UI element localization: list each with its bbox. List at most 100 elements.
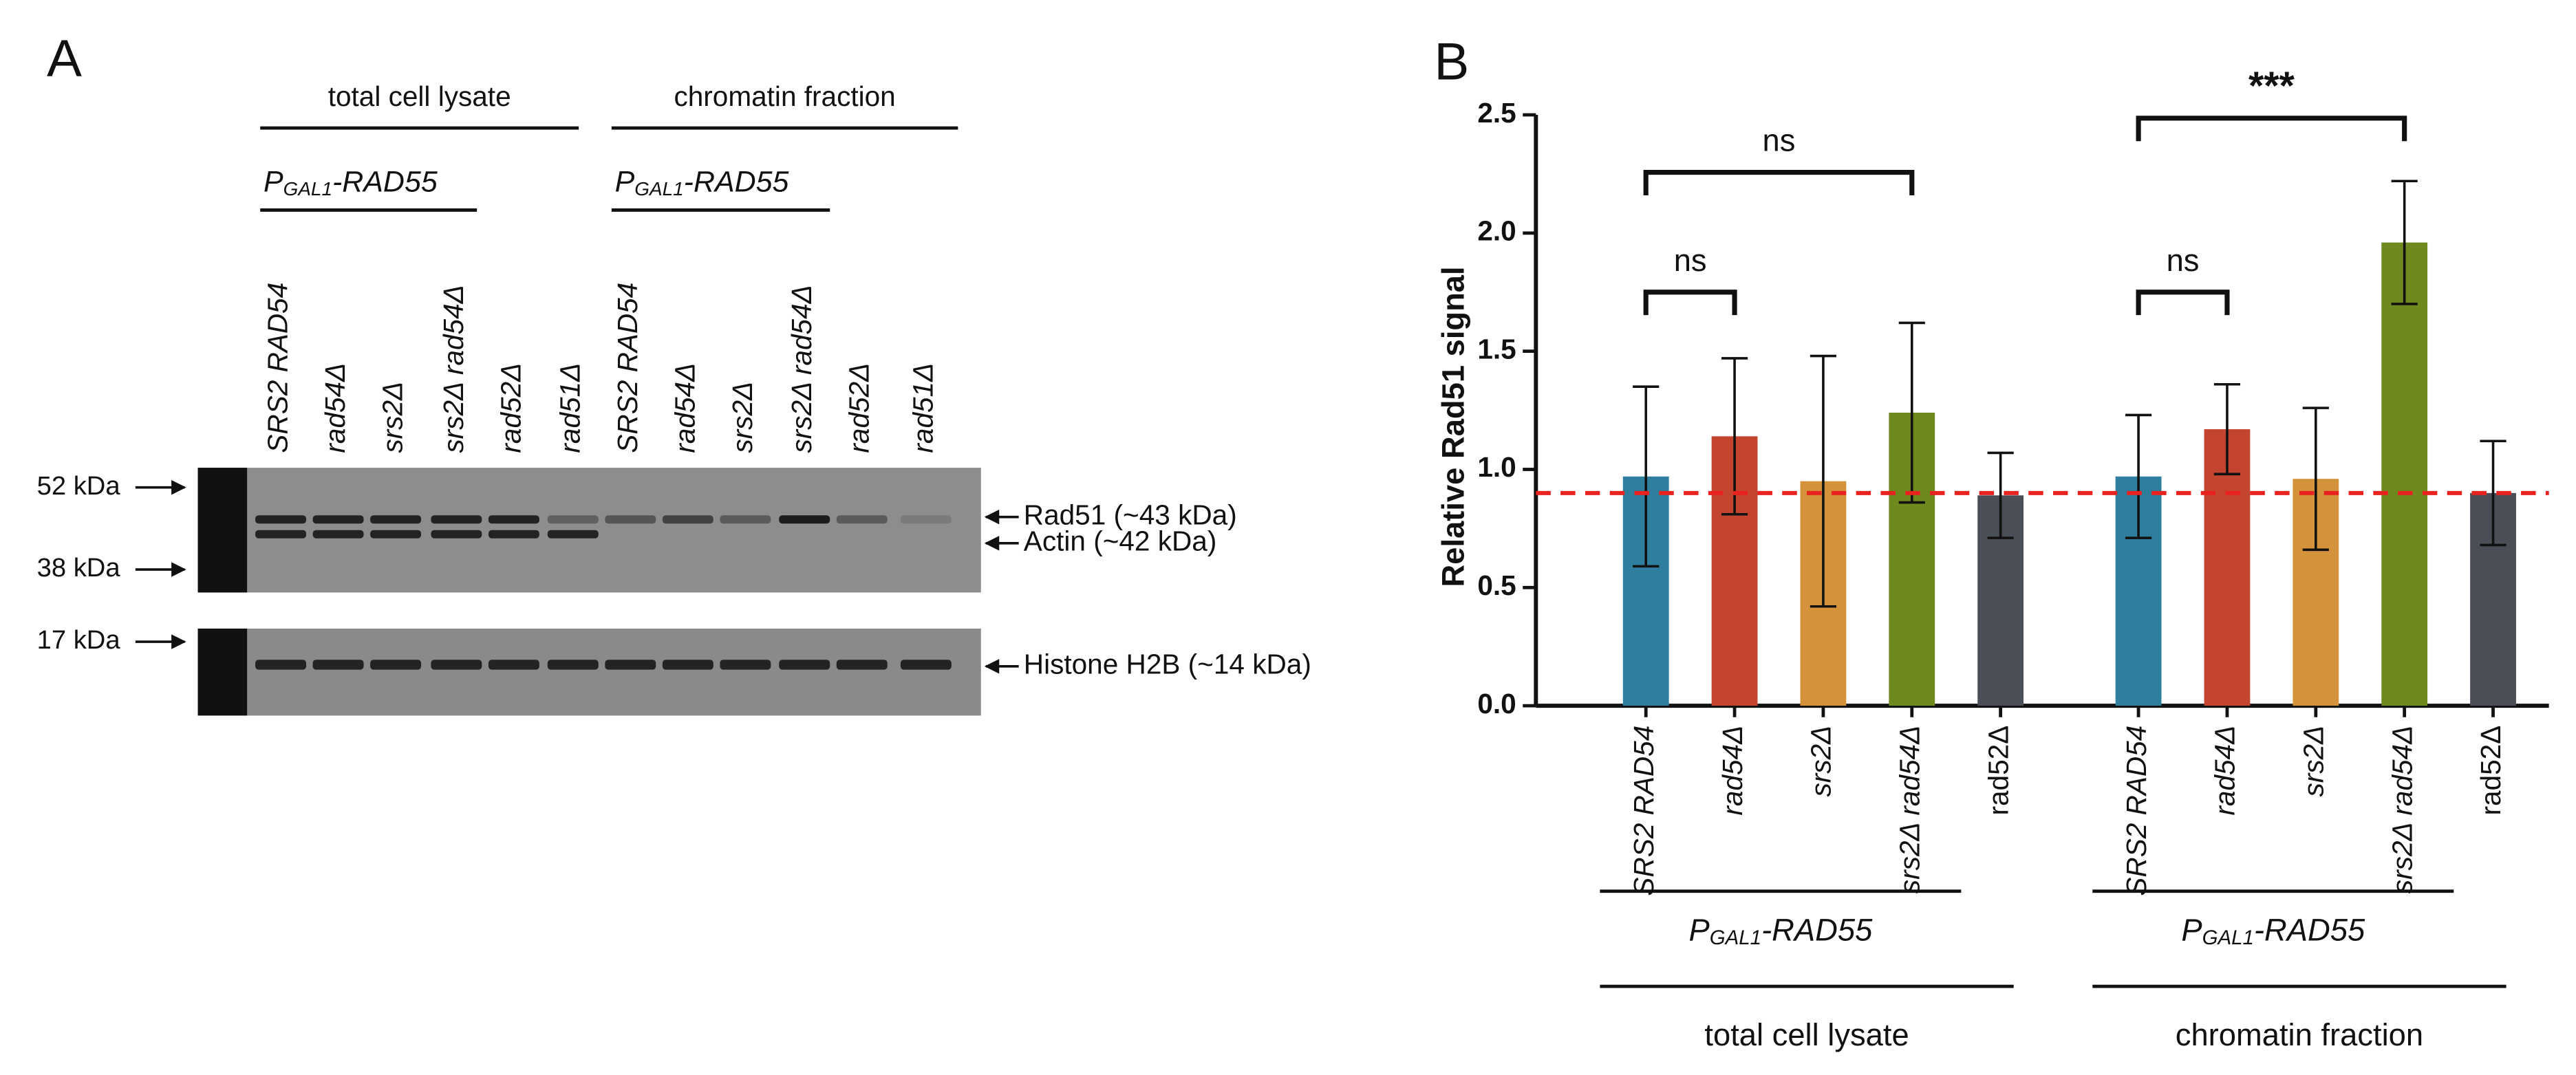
band [547, 660, 599, 670]
kda-marker: 17 kDa [37, 625, 121, 655]
band-label: Actin (~42 kDa) [1024, 525, 1217, 557]
promoter-label: PGAL1-RAD55 [264, 166, 438, 200]
band [312, 530, 364, 539]
lane-label: srs2Δ rad54Δ [438, 285, 469, 453]
y-tick-label: 2.0 [1477, 215, 1516, 247]
y-tick-label: 1.0 [1477, 451, 1516, 483]
band [662, 660, 713, 670]
panel-letter: B [1434, 33, 1469, 91]
band [488, 530, 539, 539]
comparison-label: ns [2167, 243, 2200, 278]
y-axis-label: Relative Rad51 signal [1435, 266, 1470, 587]
band [370, 530, 422, 539]
lane-label: rad54Δ [669, 363, 700, 453]
promoter-main: P [264, 166, 283, 199]
band [900, 660, 952, 670]
promoter-rest: -RAD55 [2254, 912, 2365, 947]
lane-label: SRS2 RAD54 [612, 283, 643, 453]
y-tick-label: 2.5 [1477, 97, 1516, 129]
band [255, 530, 307, 539]
promoter-sub: GAL1 [634, 178, 683, 199]
blot-edge [197, 628, 248, 716]
band-label: Rad51 (~43 kDa) [1024, 499, 1237, 530]
band [255, 660, 307, 670]
band [488, 515, 539, 524]
section-header: chromatin fraction [674, 80, 895, 112]
band [720, 515, 771, 524]
band [312, 660, 364, 670]
blot-bands [255, 515, 952, 670]
promoter-rest: -RAD55 [332, 166, 438, 199]
x-tick-label: rad52Δ [2475, 726, 2507, 816]
x-tick-label: srs2Δ [1805, 726, 1837, 797]
promoter-sub: GAL1 [1710, 926, 1761, 949]
promoter-main: P [1688, 912, 1709, 947]
band [370, 515, 422, 524]
promoter-label: PGAL1-RAD55 [2181, 912, 2365, 948]
band [605, 515, 656, 524]
x-tick-label: srs2Δ rad54Δ [1893, 726, 1925, 893]
x-tick-label: SRS2 RAD54 [2121, 726, 2152, 896]
band-label: Histone H2B (~14 kDa) [1024, 649, 1311, 680]
promoter-label: PGAL1-RAD55 [615, 166, 789, 200]
promoter-main: P [2181, 912, 2202, 947]
group-label: total cell lysate [1704, 1017, 1909, 1052]
band [312, 515, 364, 524]
comparison-bracket [1643, 290, 1737, 316]
band [431, 515, 482, 524]
band [370, 660, 422, 670]
comparison-label: ns [1674, 243, 1707, 278]
lane-label: rad54Δ [319, 363, 351, 453]
promoter-rest: -RAD55 [1761, 912, 1873, 947]
comparison-label: ns [1763, 123, 1796, 158]
promoter-label: PGAL1-RAD55 [1688, 912, 1873, 948]
band [720, 660, 771, 670]
lane-label: SRS2 RAD54 [262, 283, 294, 453]
x-tick-label: rad52Δ [1982, 726, 2014, 816]
lane-label: rad51Δ [907, 363, 938, 453]
band [431, 660, 482, 670]
band [488, 660, 539, 670]
panel-letter: A [47, 30, 82, 88]
lane-label: srs2Δ [727, 382, 758, 453]
promoter-rest: -RAD55 [684, 166, 789, 199]
kda-marker: 52 kDa [37, 471, 121, 501]
band [662, 515, 713, 524]
comparison-label: *** [2248, 64, 2295, 108]
band [547, 515, 599, 524]
band [836, 515, 888, 524]
lane-label: rad51Δ [554, 363, 586, 453]
band [900, 515, 952, 524]
lane-label: rad52Δ [843, 363, 874, 453]
y-tick-label: 0.5 [1477, 569, 1516, 601]
x-tick-label: rad54Δ [2209, 726, 2241, 816]
comparison-bracket [1643, 169, 1915, 195]
band [779, 515, 830, 524]
promoter-sub: GAL1 [283, 178, 332, 199]
x-tick-label: SRS2 RAD54 [1628, 726, 1660, 896]
band [605, 660, 656, 670]
kda-marker: 38 kDa [37, 553, 121, 583]
comparison-bracket [2136, 116, 2407, 142]
y-tick-label: 1.5 [1477, 333, 1516, 365]
band [547, 530, 599, 539]
section-header: total cell lysate [328, 80, 511, 112]
blot-lower [197, 628, 981, 716]
lane-label: srs2Δ rad54Δ [786, 285, 817, 453]
bar [2381, 242, 2428, 706]
band [431, 530, 482, 539]
x-tick-label: srs2Δ [2298, 726, 2330, 797]
band [255, 515, 307, 524]
comparison-bracket [2136, 290, 2230, 316]
lane-label: rad52Δ [495, 363, 526, 453]
blot-edge [197, 468, 248, 593]
band [836, 660, 888, 670]
group-label: chromatin fraction [2176, 1017, 2423, 1052]
x-tick-label: srs2Δ rad54Δ [2386, 726, 2418, 893]
y-tick-label: 0.0 [1477, 688, 1516, 719]
x-tick-label: rad54Δ [1717, 726, 1748, 816]
lane-label: srs2Δ [377, 382, 409, 453]
band [779, 660, 830, 670]
promoter-sub: GAL1 [2202, 926, 2254, 949]
